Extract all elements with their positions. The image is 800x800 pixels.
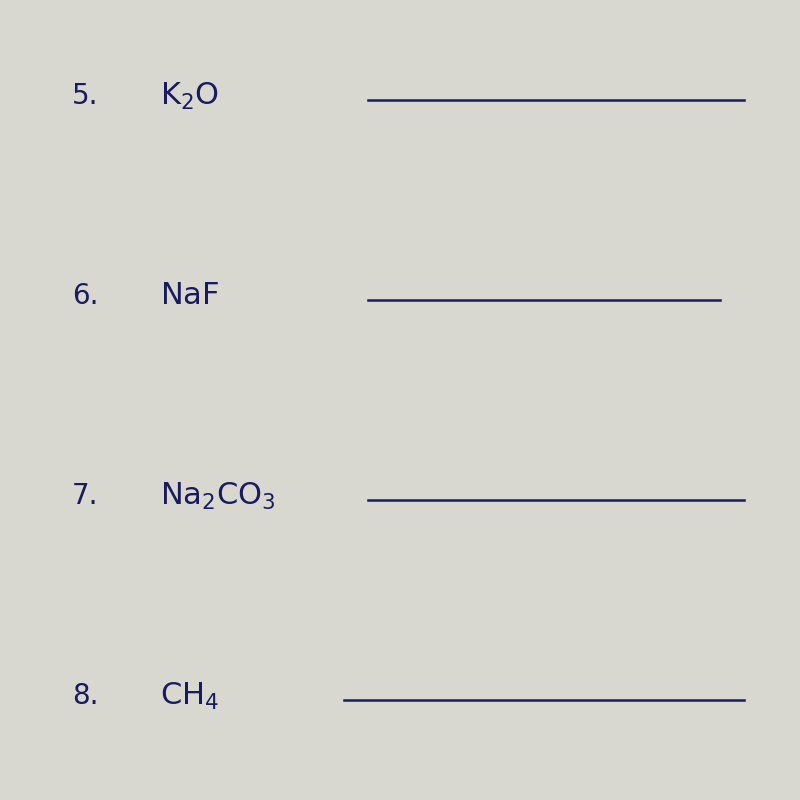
Text: $\mathregular{Na_2CO_3}$: $\mathregular{Na_2CO_3}$: [160, 481, 276, 511]
Text: $\mathregular{NaF}$: $\mathregular{NaF}$: [160, 282, 219, 310]
Text: 6.: 6.: [72, 282, 98, 310]
Text: $\mathregular{CH_4}$: $\mathregular{CH_4}$: [160, 681, 219, 711]
Text: 8.: 8.: [72, 682, 98, 710]
Text: 7.: 7.: [72, 482, 98, 510]
Text: 5.: 5.: [72, 82, 98, 110]
Text: $\mathregular{K_2O}$: $\mathregular{K_2O}$: [160, 81, 219, 111]
